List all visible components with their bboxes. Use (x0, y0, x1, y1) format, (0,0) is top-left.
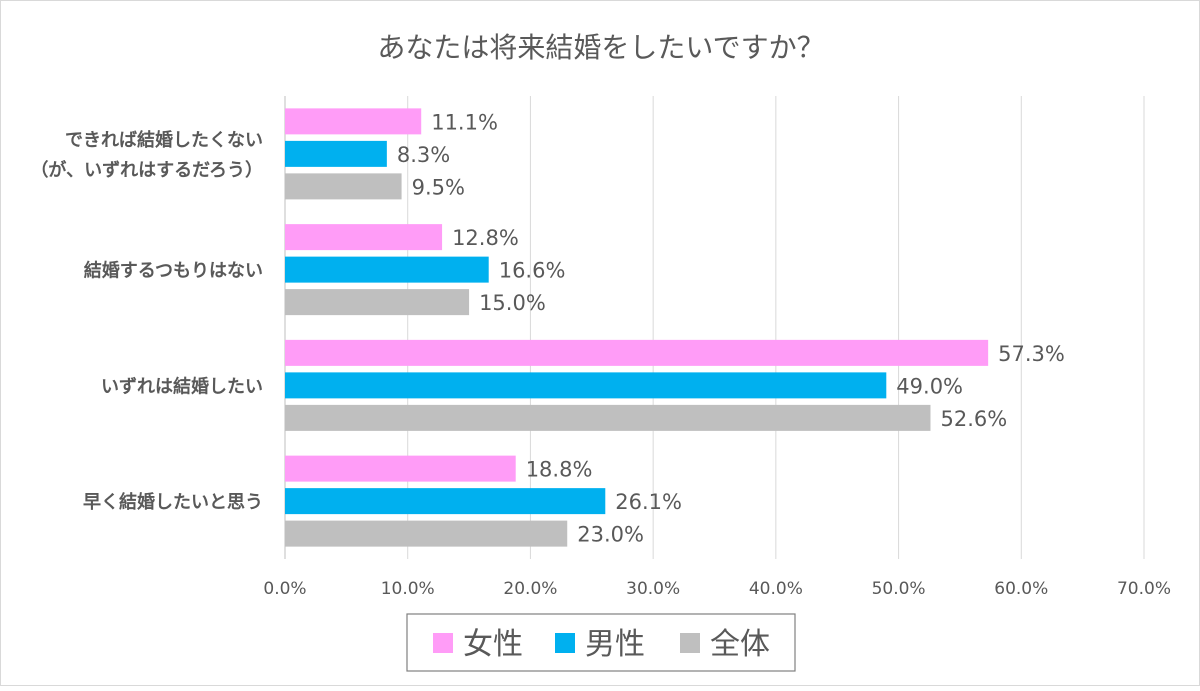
bar (285, 488, 606, 515)
data-label: 8.3% (397, 143, 450, 167)
data-label: 18.8% (526, 458, 593, 482)
bar (285, 108, 422, 135)
x-tick-label: 20.0% (503, 579, 557, 599)
bar (285, 289, 470, 316)
legend-swatch (680, 633, 700, 653)
x-tick-label: 60.0% (994, 579, 1048, 599)
chart-title: あなたは将来結婚をしたいですか？ (377, 31, 824, 64)
bar (285, 372, 887, 399)
data-label: 12.8% (452, 226, 519, 250)
bar (285, 256, 489, 283)
data-label: 9.5% (412, 175, 465, 199)
data-label: 23.0% (577, 523, 644, 547)
x-tick-label: 10.0% (381, 579, 435, 599)
category-label: いずれは結婚したい (101, 375, 263, 397)
bar (285, 455, 516, 482)
bar (285, 339, 989, 366)
category-label-line: 早く結婚したいと思う (83, 491, 263, 513)
category-label-line: 結婚するつもりはない (84, 260, 263, 282)
x-tick-label: 0.0% (263, 579, 306, 599)
data-label: 16.6% (499, 259, 566, 283)
x-tick-label: 70.0% (1117, 579, 1171, 599)
legend-label: 女性 (463, 627, 523, 662)
x-tick-label: 30.0% (626, 579, 680, 599)
legend-swatch (433, 633, 453, 653)
data-label: 26.1% (615, 490, 682, 514)
bar (285, 520, 568, 547)
category-label-line: できれば結婚したくない (65, 129, 263, 151)
data-label: 49.0% (896, 374, 963, 398)
data-label: 11.1% (431, 110, 498, 134)
category-label: 早く結婚したいと思う (83, 491, 263, 513)
legend: 女性 男性 全体 (406, 613, 796, 672)
bar (285, 140, 387, 167)
legend-label: 全体 (710, 627, 770, 662)
data-label: 15.0% (479, 291, 546, 315)
category-label: できれば結婚したくない （が、いずれはするだろう） (30, 129, 263, 181)
data-label: 52.6% (940, 407, 1007, 431)
legend-swatch (555, 633, 575, 653)
bar (285, 404, 931, 431)
data-label: 57.3% (998, 342, 1065, 366)
category-label-line: （が、いずれはするだろう） (30, 159, 263, 181)
bar (285, 173, 402, 200)
legend-label: 男性 (585, 627, 645, 662)
category-label-line: いずれは結婚したい (101, 375, 263, 397)
x-tick-label: 40.0% (749, 579, 803, 599)
category-label: 結婚するつもりはない (84, 260, 263, 282)
x-tick-label: 50.0% (872, 579, 926, 599)
bar (285, 224, 443, 251)
